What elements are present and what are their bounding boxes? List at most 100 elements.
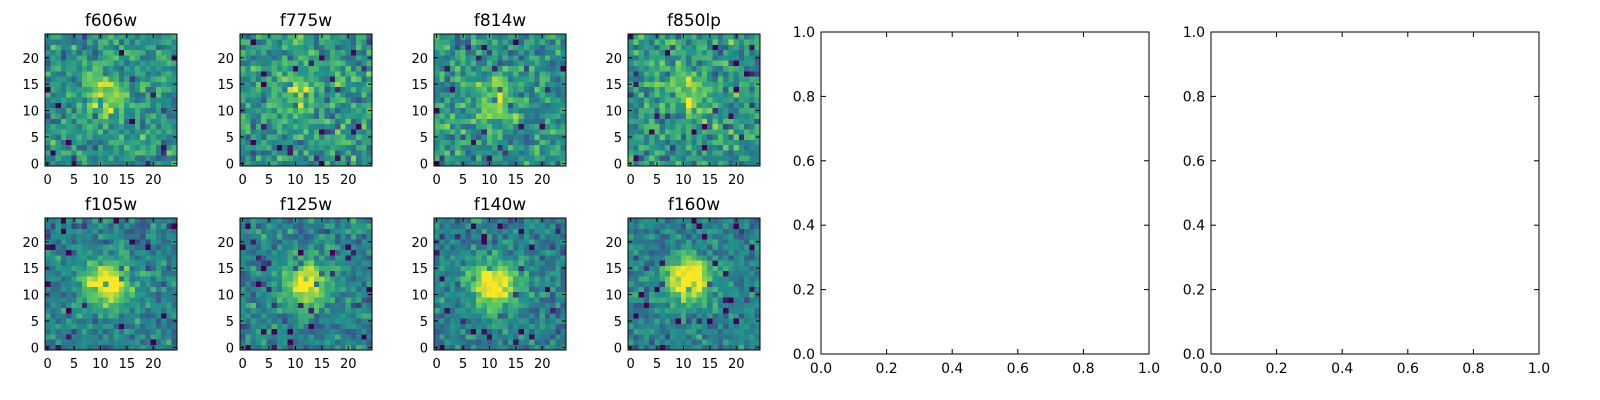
heatmap-cell xyxy=(92,150,99,156)
heatmap-cell xyxy=(518,223,525,229)
heatmap-cell xyxy=(555,139,562,146)
heatmap-cell xyxy=(643,302,650,309)
heatmap-cell xyxy=(345,129,352,135)
heatmap-cell xyxy=(81,307,88,314)
heatmap-cell xyxy=(449,134,456,140)
heatmap-cell xyxy=(712,107,719,114)
heatmap-cell xyxy=(481,118,488,125)
heatmap-cell xyxy=(255,318,262,324)
heatmap-cell xyxy=(335,150,341,156)
heatmap-cell xyxy=(166,92,173,98)
heatmap-cell xyxy=(633,323,639,330)
heatmap-cell xyxy=(654,129,660,135)
heatmap-cell xyxy=(55,254,62,261)
heatmap-cell xyxy=(439,97,445,103)
heatmap-cell xyxy=(55,270,62,277)
heatmap-cell xyxy=(439,144,445,151)
heatmap-cell xyxy=(313,97,320,103)
heatmap-cell xyxy=(659,81,666,88)
heatmap-cell xyxy=(659,281,666,287)
heatmap-cell xyxy=(696,76,703,82)
heatmap-cell xyxy=(113,107,120,114)
heatmap-cell xyxy=(659,97,666,103)
heatmap-cell xyxy=(250,118,257,125)
panel-title: f850lp xyxy=(667,11,721,31)
heatmap-cell xyxy=(145,297,151,303)
heatmap-cell xyxy=(539,249,546,256)
heatmap-cell xyxy=(255,223,262,229)
heatmap-cell xyxy=(707,144,713,151)
heatmap-cell xyxy=(555,260,562,266)
heatmap-cell xyxy=(245,160,251,167)
panel-title: f105w xyxy=(85,195,137,215)
heatmap-cell xyxy=(723,65,729,72)
heatmap-cell xyxy=(113,328,120,335)
heatmap-cell xyxy=(140,34,146,40)
heatmap-cell xyxy=(439,34,445,40)
heatmap-cell xyxy=(670,291,676,298)
heatmap-cell xyxy=(738,286,745,293)
heatmap-cell xyxy=(733,44,740,51)
heatmap-cell xyxy=(643,281,650,287)
heatmap-cell xyxy=(513,44,519,51)
heatmap-cell xyxy=(155,76,162,82)
heatmap-cell xyxy=(108,223,114,229)
heatmap-cell xyxy=(255,334,262,340)
heatmap-cell xyxy=(733,55,740,61)
heatmap-cell xyxy=(470,239,477,245)
heatmap-cell xyxy=(686,107,692,114)
heatmap-cell xyxy=(55,107,62,114)
heatmap-cell xyxy=(366,297,373,303)
heatmap-cell xyxy=(518,76,525,82)
heatmap-cell xyxy=(345,302,352,309)
heatmap-cell xyxy=(166,281,173,287)
heatmap-cell xyxy=(439,76,445,82)
heatmap-cell xyxy=(550,328,556,335)
heatmap-cell xyxy=(350,134,357,140)
heatmap-cell xyxy=(87,281,93,287)
heatmap-cell xyxy=(434,123,440,130)
heatmap-cell xyxy=(439,260,445,266)
heatmap-cell xyxy=(345,281,352,287)
heatmap-cell xyxy=(308,155,315,162)
heatmap-cell xyxy=(680,286,687,293)
heatmap-cell xyxy=(728,297,734,303)
heatmap-cell xyxy=(476,81,482,88)
heatmap-cell xyxy=(340,344,346,351)
heatmap-cell xyxy=(712,55,719,61)
heatmap-cell xyxy=(60,228,67,235)
heatmap-cell xyxy=(749,323,756,330)
heatmap-cell xyxy=(250,55,257,61)
heatmap-cell xyxy=(60,244,67,250)
heatmap-cell xyxy=(308,65,315,72)
heatmap-cell xyxy=(255,297,262,303)
heatmap-cell xyxy=(555,86,562,93)
heatmap-cell xyxy=(434,76,440,82)
heatmap-cell xyxy=(486,76,493,82)
heatmap-cell xyxy=(686,313,692,319)
heatmap-cell xyxy=(654,102,660,109)
heatmap-cell xyxy=(449,97,456,103)
heatmap-cell xyxy=(287,113,294,119)
heatmap-cell xyxy=(476,134,482,140)
heatmap-cell xyxy=(108,97,114,103)
heatmap-cell xyxy=(76,97,83,103)
heatmap-cell xyxy=(686,129,692,135)
heatmap-cell xyxy=(523,239,530,245)
heatmap-cell xyxy=(460,223,466,229)
heatmap-cell xyxy=(555,39,562,45)
heatmap-cell xyxy=(544,318,551,324)
heatmap-cell xyxy=(71,339,77,346)
heatmap-cell xyxy=(534,260,540,266)
heatmap-cell xyxy=(633,334,639,340)
heatmap-cell xyxy=(643,323,650,330)
heatmap-cell xyxy=(534,160,540,167)
heatmap-cell xyxy=(250,60,257,66)
heatmap-cell xyxy=(113,297,120,303)
heatmap-cell xyxy=(140,265,146,272)
y-tick-label: 20 xyxy=(217,52,234,67)
heatmap-cell xyxy=(523,339,530,346)
heatmap-cell xyxy=(513,244,519,250)
heatmap-cell xyxy=(507,254,514,261)
